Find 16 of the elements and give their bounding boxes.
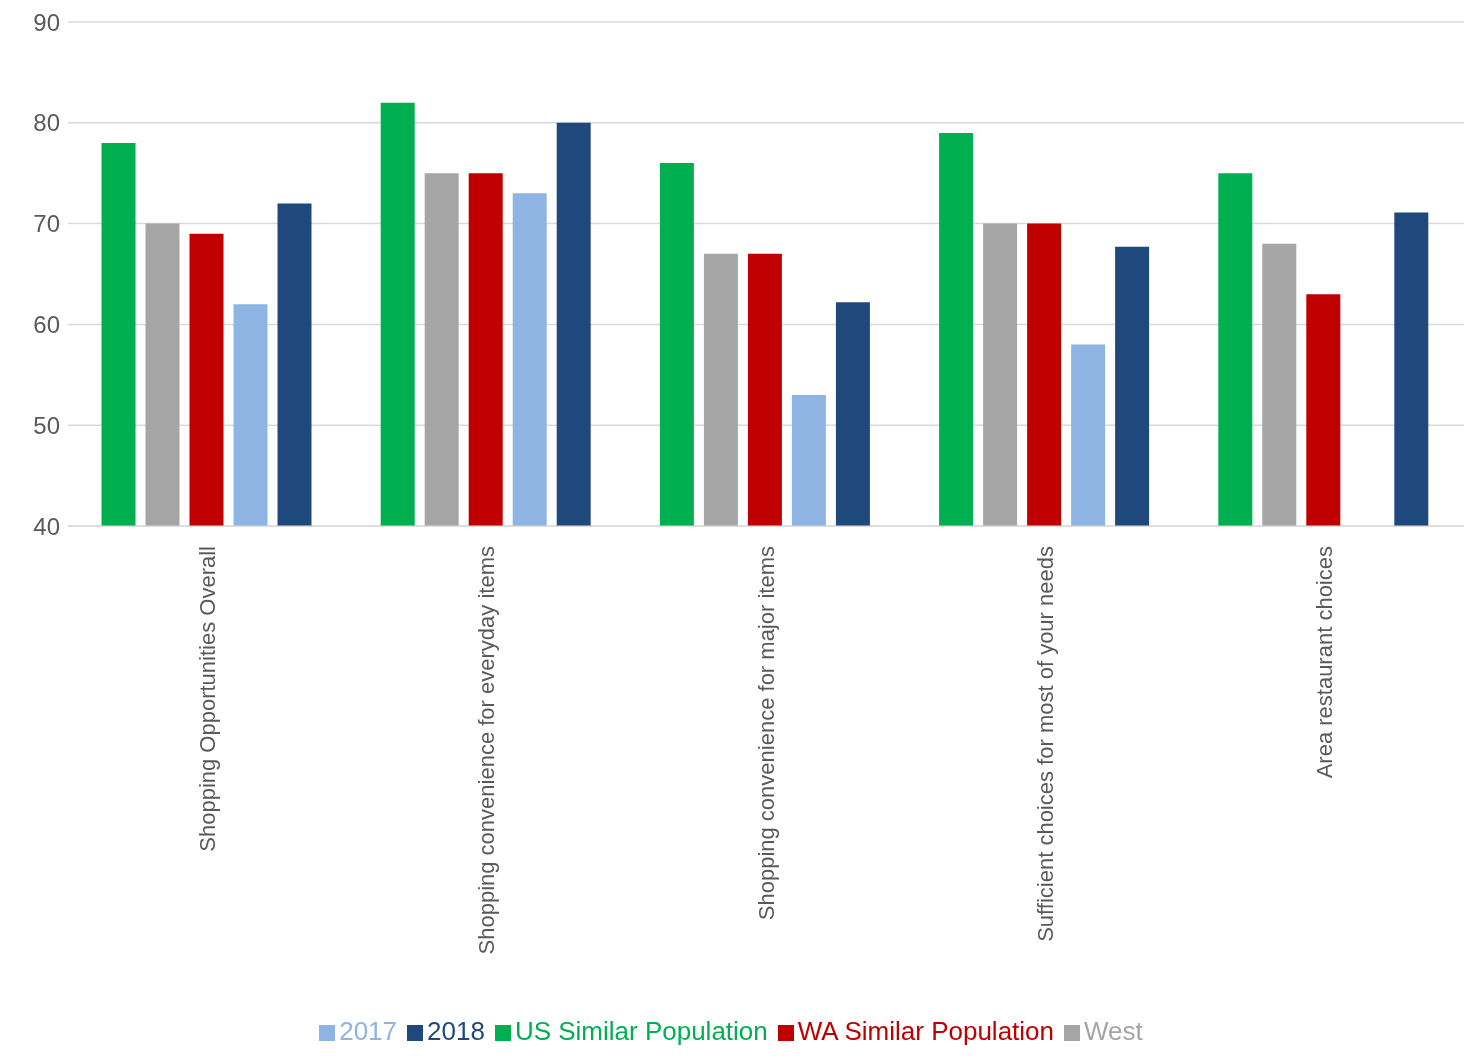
- y-tick-label: 50: [33, 411, 60, 439]
- y-tick-label: 40: [33, 512, 60, 540]
- legend-label: US Similar Population: [514, 1016, 768, 1046]
- legend-label: 2017: [339, 1016, 398, 1046]
- x-tick-label: Shopping Opportunities Overall: [195, 546, 221, 852]
- legend-label: WA Similar Population: [797, 1016, 1055, 1046]
- legend-label: West: [1084, 1016, 1143, 1046]
- x-tick-label: Shopping convenience for everyday items: [474, 546, 500, 955]
- legend-label: 2018: [427, 1016, 485, 1046]
- y-tick-label: 80: [33, 109, 60, 137]
- x-tick-label: Shopping convenience for major items: [753, 546, 779, 921]
- y-tick-label: 70: [33, 210, 60, 238]
- y-tick-label: 90: [33, 8, 60, 36]
- x-tick-label: Sufficient choices for most of your needs: [1032, 546, 1058, 942]
- y-tick-label: 60: [33, 310, 60, 338]
- x-tick-label: Area restaurant choices: [1311, 546, 1337, 779]
